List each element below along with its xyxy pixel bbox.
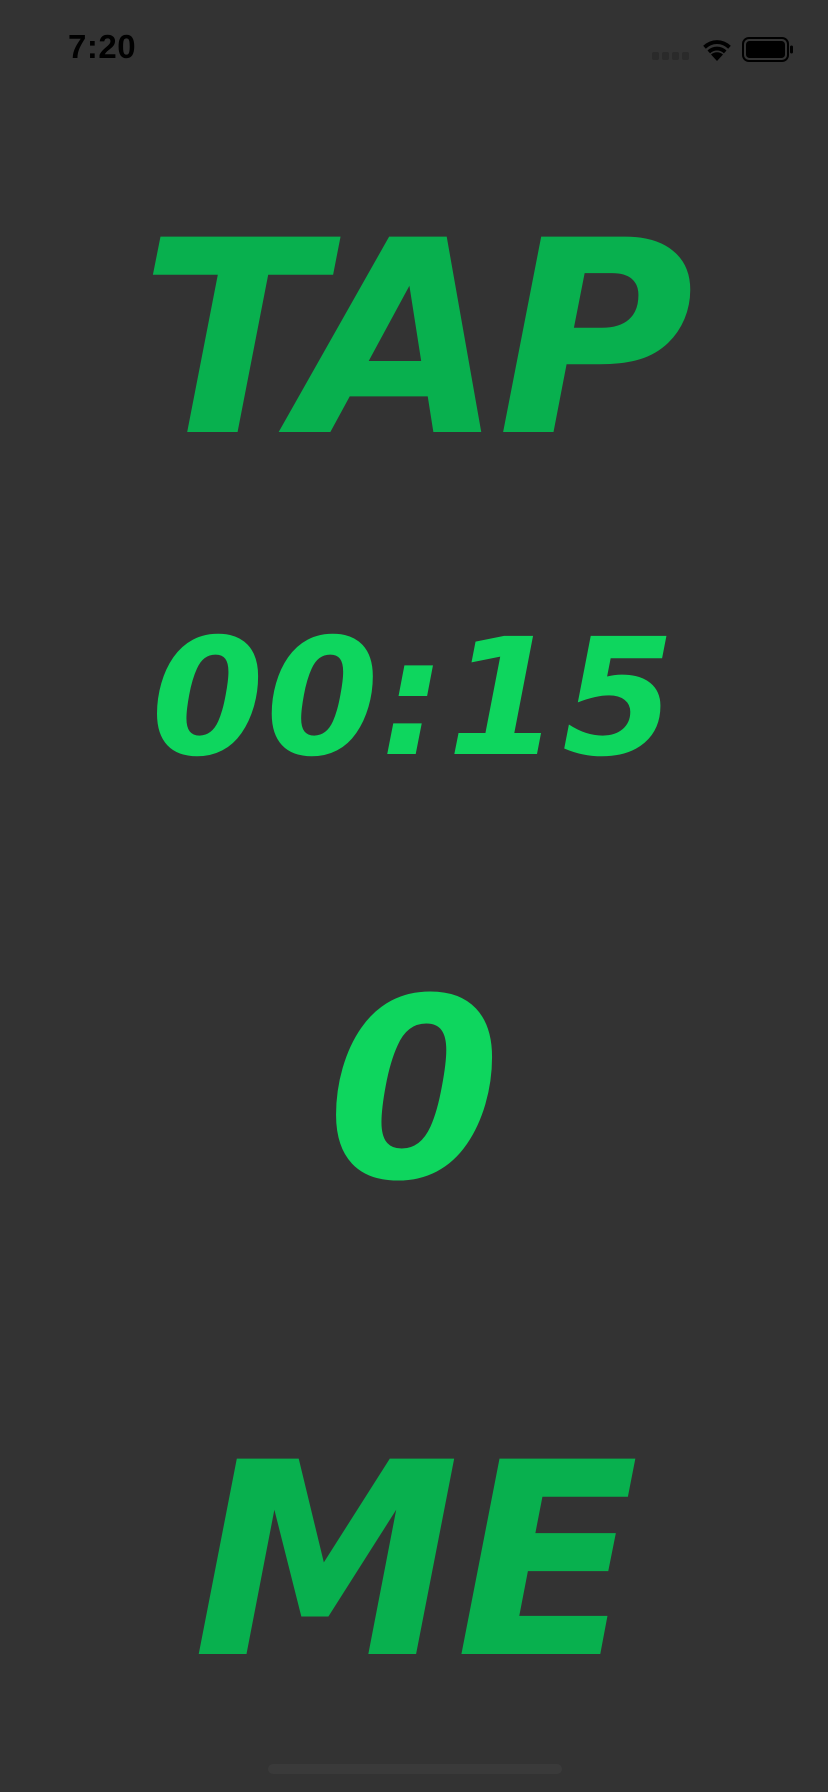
score-display: 0 (327, 945, 501, 1236)
home-indicator[interactable] (268, 1764, 562, 1774)
tap-button[interactable]: TAP (0, 206, 828, 474)
me-button[interactable]: ME (0, 1428, 828, 1696)
status-time: 7:20 (68, 28, 137, 65)
battery-icon (742, 37, 793, 62)
status-bar: 7:20 (0, 0, 828, 100)
cellular-signal-icon (652, 52, 690, 62)
wifi-icon (703, 40, 731, 61)
timer-display: 00:15 (151, 605, 677, 793)
